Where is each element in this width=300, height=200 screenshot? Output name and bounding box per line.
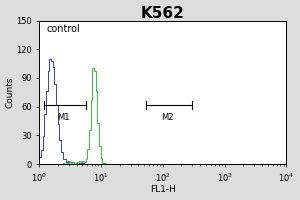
Title: K562: K562 <box>141 6 185 21</box>
Text: M1: M1 <box>58 113 70 122</box>
Text: control: control <box>47 24 80 34</box>
Y-axis label: Counts: Counts <box>6 77 15 108</box>
Text: M2: M2 <box>162 113 174 122</box>
X-axis label: FL1-H: FL1-H <box>150 185 176 194</box>
